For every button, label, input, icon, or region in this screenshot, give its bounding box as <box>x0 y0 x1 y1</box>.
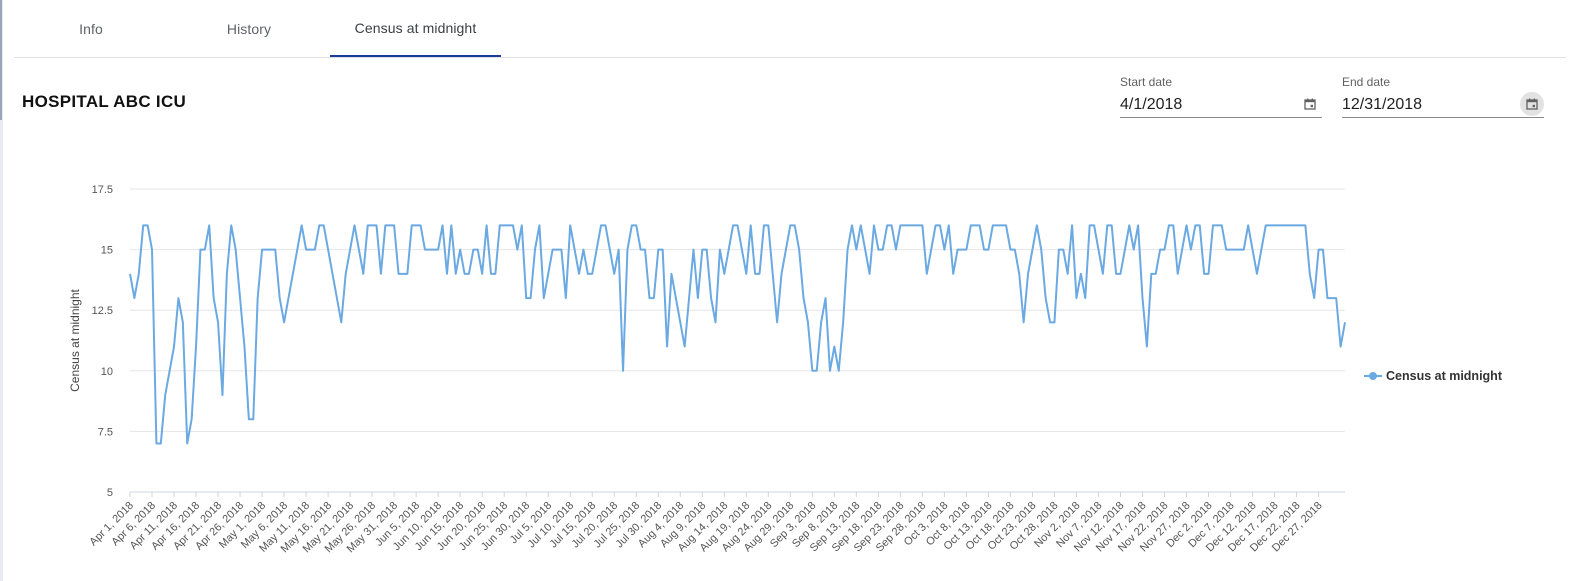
calendar-icon <box>1526 98 1538 110</box>
end-date-field: End date <box>1342 72 1544 120</box>
y-tick-label: 5 <box>107 487 113 499</box>
legend-marker <box>1364 372 1382 380</box>
calendar-icon <box>1304 98 1316 110</box>
y-tick-label: 17.5 <box>92 184 113 196</box>
end-date-input[interactable] <box>1342 92 1544 118</box>
start-date-picker-button[interactable] <box>1298 92 1322 116</box>
y-tick-label: 15 <box>101 245 113 257</box>
y-tick-label: 7.5 <box>98 426 113 438</box>
tab-history[interactable]: History <box>226 20 272 37</box>
page-title: HOSPITAL ABC ICU <box>22 92 187 111</box>
start-date-label: Start date <box>1120 75 1173 89</box>
chart-legend[interactable]: Census at midnight <box>1364 368 1502 384</box>
y-tick-label: 12.5 <box>92 305 113 317</box>
tab-info[interactable]: Info <box>79 20 103 37</box>
series-line <box>129 224 1346 445</box>
end-date-label: End date <box>1342 75 1391 89</box>
legend-label: Census at midnight <box>1386 369 1502 383</box>
start-date-input[interactable] <box>1120 92 1322 118</box>
end-date-picker-button[interactable] <box>1520 92 1544 116</box>
start-date-field: Start date <box>1120 72 1322 120</box>
y-axis-label: Census at midnight <box>68 288 82 391</box>
window-edge <box>0 0 3 581</box>
tab-bar: Info History Census at midnight <box>14 0 1566 58</box>
tab-census-at-midnight[interactable]: Census at midnight <box>330 0 501 57</box>
y-tick-label: 10 <box>101 366 113 378</box>
